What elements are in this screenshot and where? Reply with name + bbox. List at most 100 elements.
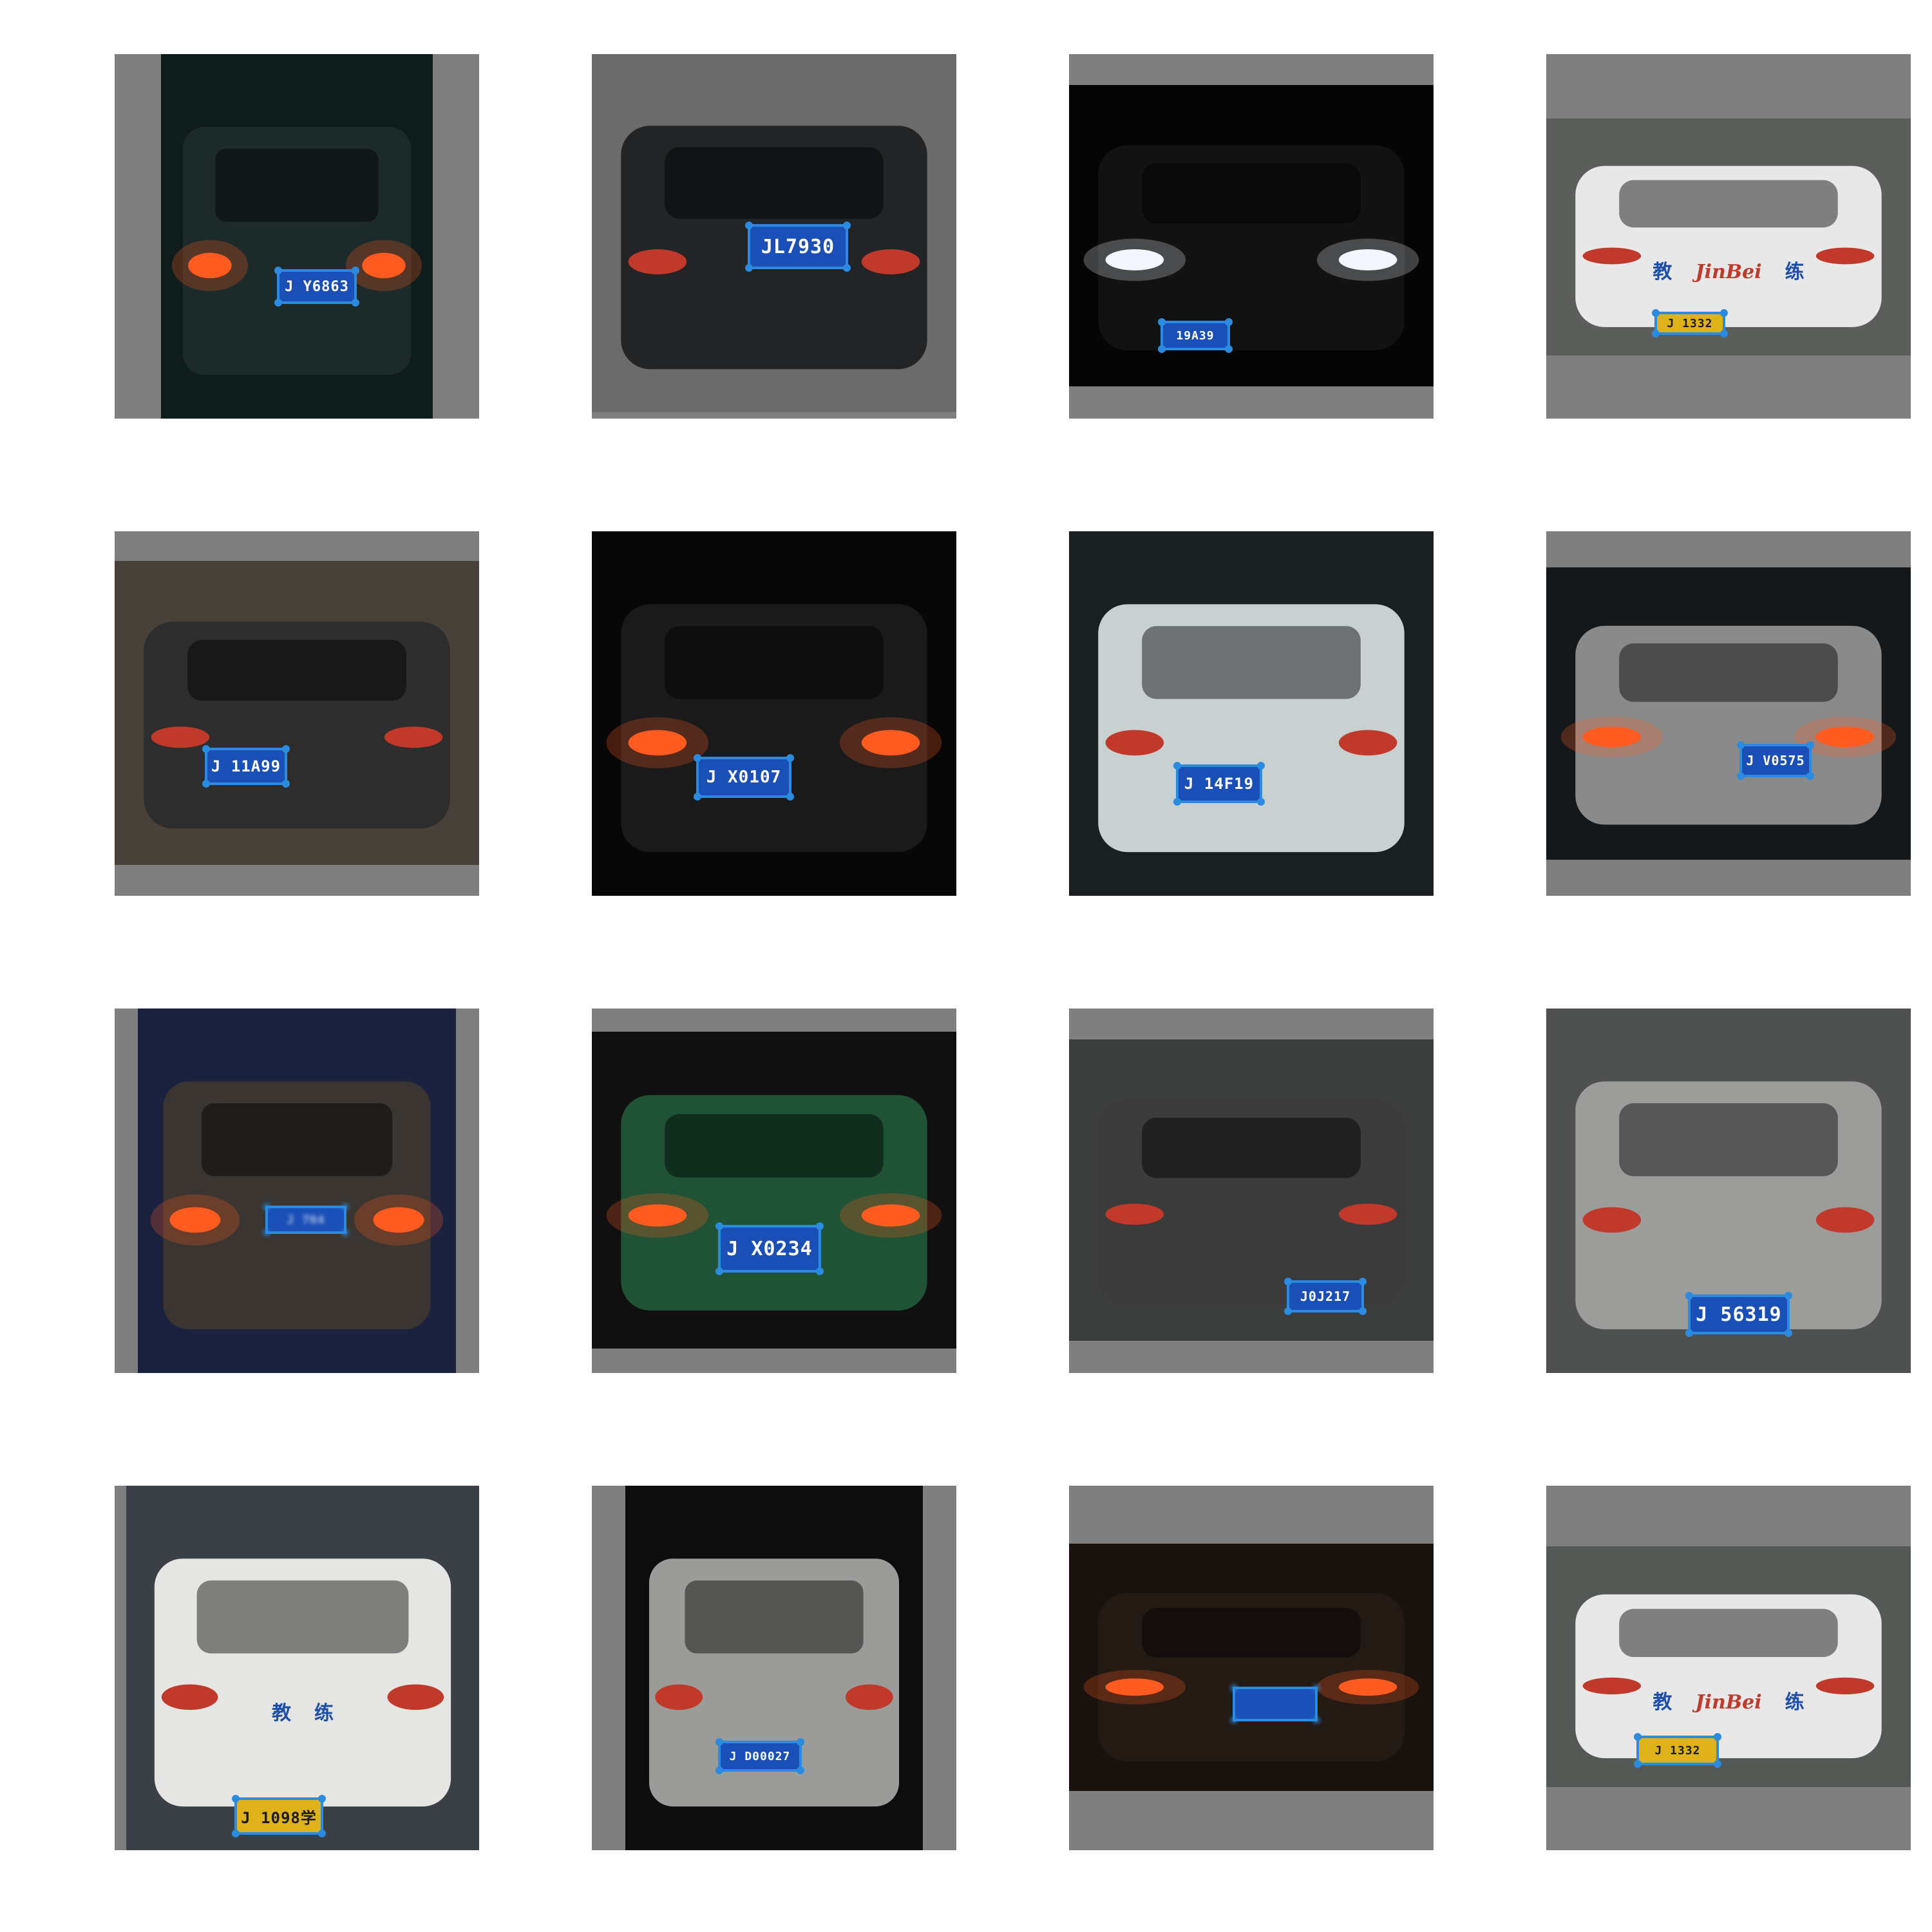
vehicle-text-brand: JinBei [1695, 1691, 1761, 1714]
vehicle-illustration [1069, 1039, 1434, 1341]
vehicle-image-tile: JL7930 [592, 54, 956, 419]
bbox-corner-handle [1685, 1292, 1693, 1300]
vehicle-image-tile: J D00027 [592, 1486, 956, 1850]
bbox-corner-handle [745, 222, 753, 229]
license-plate-text: J 14F19 [1184, 775, 1254, 793]
vehicle-illustration [592, 531, 956, 896]
bbox-corner-handle [341, 1203, 349, 1211]
bbox-corner-handle [797, 1766, 804, 1774]
bbox-corner-handle [1312, 1716, 1320, 1724]
vehicle-illustration [1069, 531, 1434, 896]
vehicle-photo [1546, 567, 1911, 860]
bbox-corner-handle [1230, 1716, 1238, 1724]
bbox-corner-handle [1312, 1684, 1320, 1692]
vehicle-illustration [115, 561, 479, 865]
license-plate-text: 19A39 [1176, 329, 1214, 343]
license-plate-detection: JL7930 [748, 224, 848, 269]
license-plate-text: J0J217 [1300, 1289, 1350, 1304]
vehicle-text-left: 教 [272, 1702, 291, 1725]
vehicle-photo: 教练 [126, 1486, 479, 1850]
vehicle-text-left: 教 [1653, 261, 1672, 283]
bbox-corner-handle [715, 1738, 723, 1746]
vehicle-text-right: 练 [1785, 261, 1804, 283]
vehicle-image-tile: J 11A99 [115, 531, 479, 896]
license-plate-text: J 1332 [1654, 1744, 1700, 1757]
vehicle-body-text: 教 JinBei 练 [1546, 256, 1911, 284]
bbox-corner-handle [263, 1229, 270, 1236]
bbox-corner-handle [1284, 1278, 1292, 1285]
vehicle-illustration [1069, 1544, 1434, 1791]
vehicle-photo [625, 1486, 923, 1850]
bbox-corner-handle [1257, 762, 1265, 770]
bbox-corner-handle [1806, 772, 1814, 780]
bbox-corner-handle [1225, 318, 1233, 326]
bbox-corner-handle [1634, 1733, 1642, 1741]
vehicle-image-tile: J 14F19 [1069, 531, 1434, 896]
license-plate-text: J 1098学 [241, 1805, 317, 1828]
vehicle-photo [1069, 531, 1434, 896]
license-plate-text: J 7N4 [287, 1213, 325, 1227]
bbox-corner-handle [282, 780, 290, 788]
vehicle-body-text: 教练 [126, 1697, 479, 1725]
bbox-corner-handle [341, 1229, 349, 1236]
vehicle-image-tile: J V0575 [1546, 531, 1911, 896]
bbox-corner-handle [1652, 309, 1660, 317]
vehicle-illustration [625, 1486, 923, 1850]
vehicle-image-tile: J X0107 [592, 531, 956, 896]
vehicle-photo [115, 561, 479, 865]
bbox-corner-handle [694, 754, 701, 762]
bbox-corner-handle [797, 1738, 804, 1746]
license-plate-detection: J 1332 [1636, 1736, 1719, 1765]
bbox-corner-handle [745, 264, 753, 272]
bbox-corner-handle [1230, 1684, 1238, 1692]
vehicle-image-tile: J0J217 [1069, 1009, 1434, 1373]
vehicle-image-tile [1069, 1486, 1434, 1850]
vehicle-image-tile: 教 JinBei 练 J 1332 [1546, 54, 1911, 419]
bbox-corner-handle [786, 793, 794, 800]
bbox-corner-handle [232, 1830, 240, 1837]
license-plate-detection: J D00027 [718, 1741, 802, 1772]
bbox-corner-handle [1284, 1307, 1292, 1315]
bbox-corner-handle [1720, 330, 1728, 337]
bbox-corner-handle [715, 1222, 723, 1230]
vehicle-text-right: 练 [1785, 1691, 1804, 1714]
bbox-corner-handle [1652, 330, 1660, 337]
vehicle-photo [138, 1009, 456, 1373]
vehicle-text-brand: JinBei [1695, 261, 1761, 283]
license-plate-detection: J 14F19 [1176, 764, 1262, 803]
bbox-corner-handle [202, 745, 210, 753]
vehicle-illustration [138, 1009, 456, 1373]
license-plate-detection: J0J217 [1287, 1280, 1364, 1312]
license-plate-detection: J X0107 [696, 757, 791, 798]
vehicle-text-left: 教 [1653, 1691, 1672, 1714]
vehicle-illustration [1546, 1546, 1911, 1787]
bbox-corner-handle [786, 754, 794, 762]
bbox-corner-handle [318, 1830, 326, 1837]
vehicle-photo [592, 531, 956, 896]
bbox-corner-handle [1737, 772, 1745, 780]
license-plate-detection: J Y6863 [277, 269, 357, 304]
bbox-corner-handle [1785, 1329, 1792, 1337]
vehicle-photo [592, 1032, 956, 1349]
vehicle-photo [1069, 1039, 1434, 1341]
bbox-corner-handle [1257, 798, 1265, 806]
bbox-corner-handle [1806, 741, 1814, 749]
vehicle-image-tile: J Y6863 [115, 54, 479, 419]
vehicle-photo [161, 54, 433, 419]
vehicle-image-tile: J 56319 [1546, 1009, 1911, 1373]
license-plate-text: J X0234 [726, 1238, 812, 1260]
bbox-corner-handle [1685, 1329, 1693, 1337]
bbox-corner-handle [1714, 1733, 1721, 1741]
license-plate-text: J D00027 [730, 1750, 791, 1763]
bbox-corner-handle [816, 1267, 824, 1275]
license-plate-detection: J V0575 [1739, 744, 1812, 777]
vehicle-illustration [1546, 567, 1911, 860]
bbox-corner-handle [1359, 1307, 1367, 1315]
bbox-corner-handle [202, 780, 210, 788]
vehicle-image-tile: 19A39 [1069, 54, 1434, 419]
bbox-corner-handle [1359, 1278, 1367, 1285]
bbox-corner-handle [694, 793, 701, 800]
vehicle-body-text: 教 JinBei 练 [1546, 1686, 1911, 1714]
license-plate-detection: J 1098学 [234, 1797, 323, 1835]
license-plate-text: J Y6863 [285, 279, 349, 295]
